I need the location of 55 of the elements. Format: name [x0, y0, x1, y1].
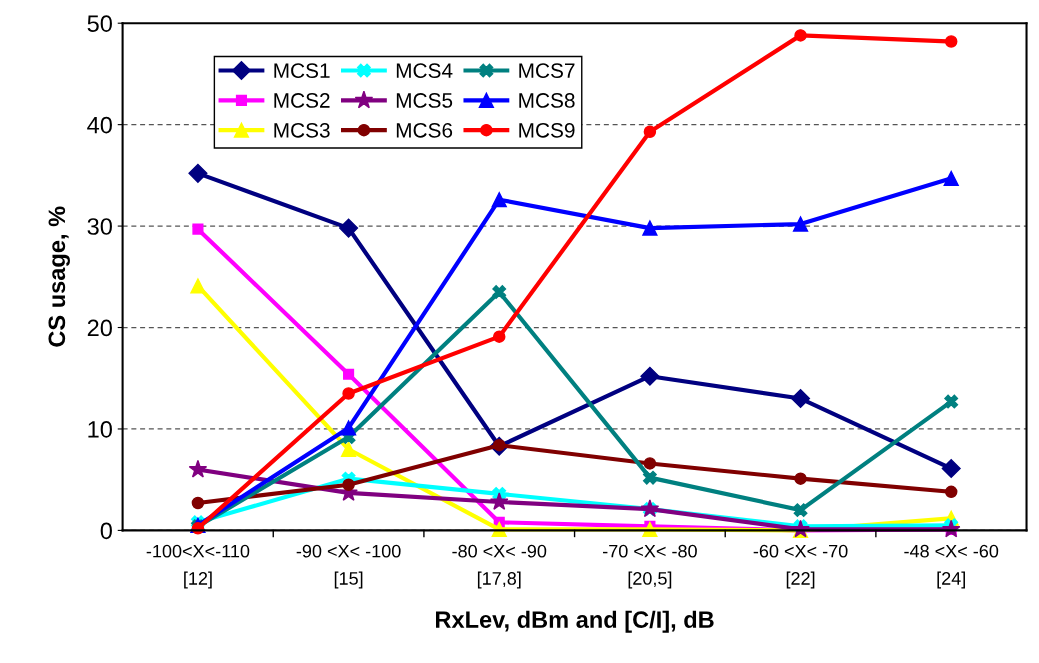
point — [793, 503, 808, 518]
point — [188, 459, 208, 478]
x-tick-label: -70 <X< -80 [20,5] — [603, 544, 697, 589]
point — [489, 492, 509, 510]
point — [944, 394, 959, 409]
point — [491, 521, 507, 538]
legend-label: MCS3 — [274, 122, 330, 138]
x-tick-label: -90 <X< -100 [15] — [296, 544, 401, 589]
point — [944, 485, 958, 499]
point — [794, 472, 807, 485]
point — [941, 458, 961, 479]
y-tick-label: 10 — [88, 421, 112, 438]
legend-label: MCS9 — [519, 122, 575, 138]
point — [944, 35, 958, 48]
point — [339, 218, 359, 238]
y-tick-label: 20 — [87, 319, 112, 337]
point — [340, 441, 357, 457]
point — [642, 470, 657, 485]
point — [943, 170, 959, 187]
point — [792, 216, 809, 232]
point — [340, 420, 357, 436]
point — [492, 285, 507, 299]
y-tick-label: 40 — [87, 116, 112, 134]
x-tick-label: -100<X<-110 [12] — [146, 544, 250, 589]
x-tick-label: -48 <X< -60 [24] — [904, 544, 999, 589]
y-axis-title: CS usage, % — [48, 206, 70, 347]
legend-label: MCS4 — [396, 63, 453, 78]
y-tick-label: 30 — [87, 218, 112, 235]
point — [643, 457, 657, 470]
point — [188, 163, 208, 183]
point — [640, 366, 660, 386]
legend-label: MCS7 — [519, 63, 575, 78]
legend-label: MCS2 — [274, 93, 330, 108]
point — [342, 387, 355, 400]
x-tick-label: -80 <X< -90 [17,8] — [452, 544, 547, 589]
point — [492, 330, 506, 343]
x-axis-title: RxLev, dBm and [C/I], dB — [436, 610, 714, 633]
point — [643, 125, 657, 138]
point — [642, 220, 658, 236]
legend-label: MCS8 — [519, 93, 575, 108]
legend-label: MCS6 — [396, 122, 453, 138]
point — [794, 29, 807, 42]
y-tick-label: 50 — [87, 15, 112, 32]
x-tick-label: -60 <X< -70 [22] — [753, 544, 848, 589]
point — [192, 223, 204, 235]
point — [191, 496, 205, 510]
point — [791, 388, 811, 409]
legend-label: MCS5 — [396, 93, 453, 108]
y-tick-label: 0 — [100, 522, 112, 540]
point — [342, 478, 355, 492]
point — [642, 521, 658, 538]
point — [491, 192, 507, 208]
point — [190, 278, 206, 294]
legend-label: MCS1 — [274, 63, 330, 78]
point — [343, 368, 355, 380]
